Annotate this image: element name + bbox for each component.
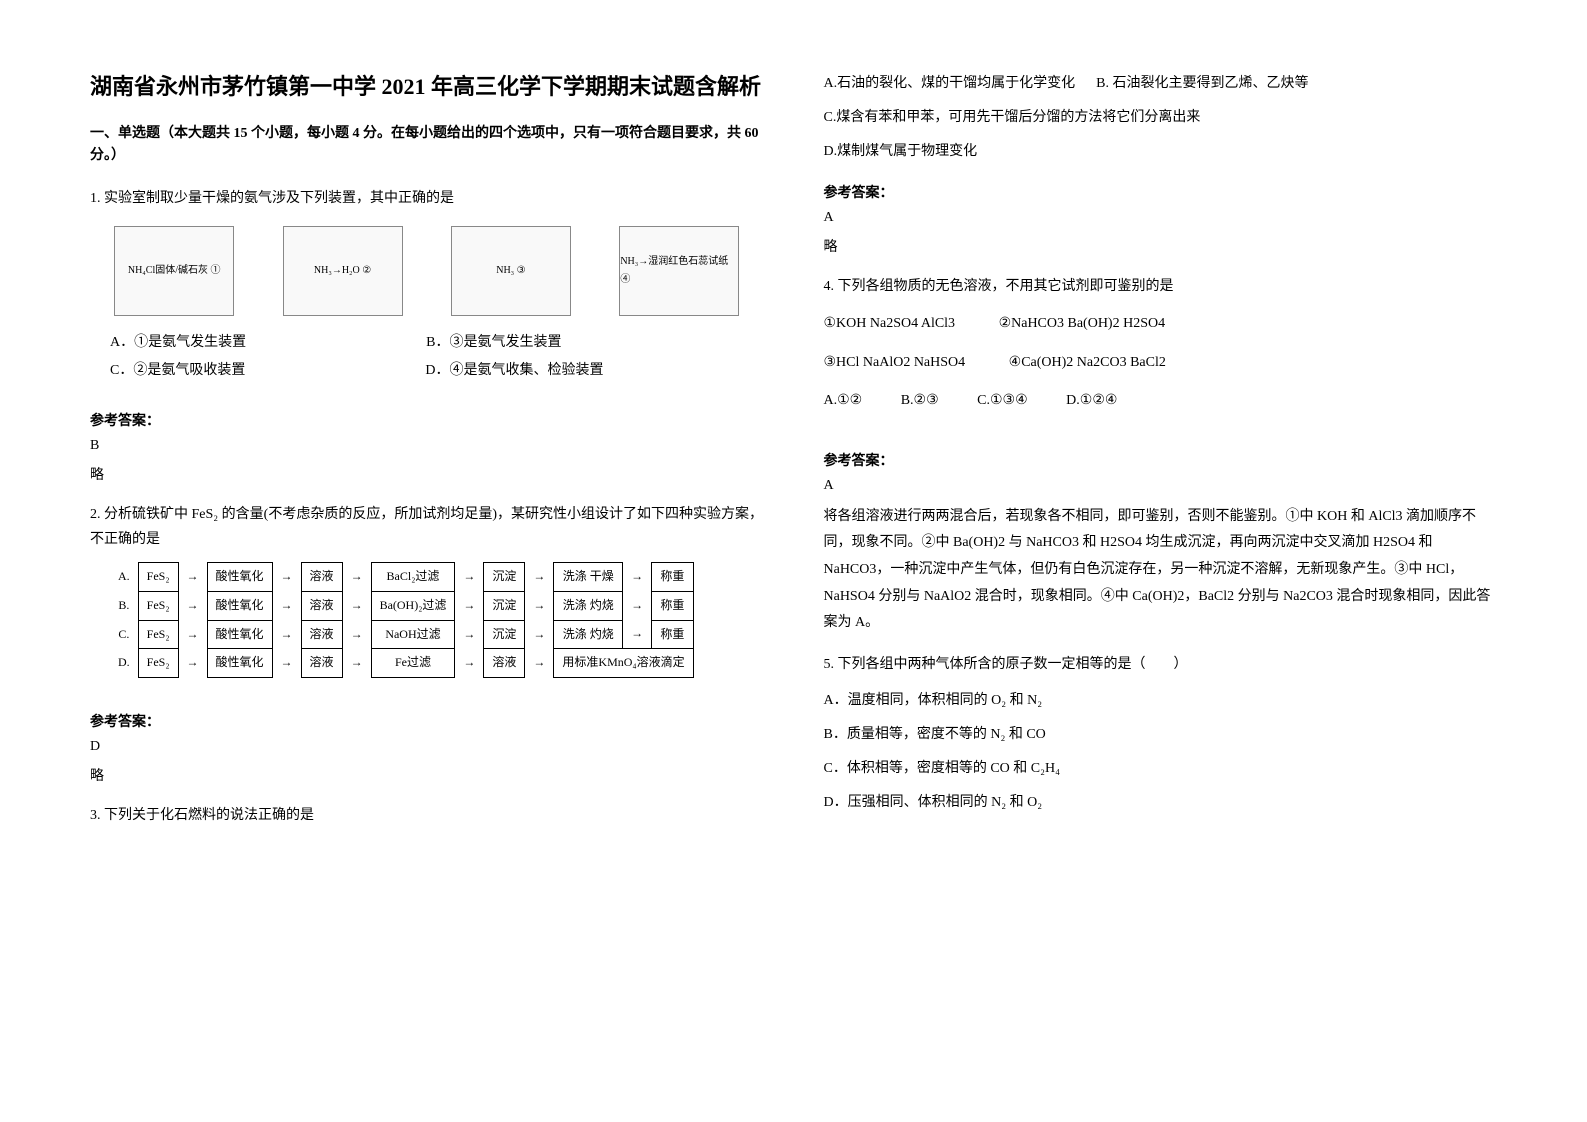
q2-note: 略 [90,765,764,785]
q3-note: 略 [824,236,1498,256]
q3-option-b: B. 石油裂化主要得到乙烯、乙炔等 [1096,76,1308,91]
q1-diagram-3: NH₃ ③ [451,226,571,316]
q3-option-c: C.煤含有苯和甲苯，可用先干馏后分馏的方法将它们分离出来 [824,104,1498,132]
q3-answer: A [824,210,1498,226]
q2-answer-label: 参考答案： [90,711,764,731]
q4-answer: A [824,478,1498,494]
q1-diagram-4: NH₃→湿润红色石蕊试纸 ④ [619,226,739,316]
q2-text: 2. 分析硫铁矿中 FeS₂ 的含量(不考虑杂质的反应，所加试剂均足量)，某研究… [90,502,764,552]
scheme-row-b: B. FeS₂ → 酸性氧化 → 溶液 → Ba(OH)₂过滤 → 沉淀 → 洗… [110,591,693,620]
q1-option-d: D．④是氨气收集、检验装置 [425,357,603,385]
q4-group-4: ④Ca(OH)2 Na2CO3 BaCl2 [1009,355,1166,370]
q1-option-c: C．②是氨气吸收装置 [110,357,245,385]
q4-group-2: ②NaHCO3 Ba(OH)2 H2SO4 [999,316,1166,331]
q1-text: 1. 实验室制取少量干燥的氨气涉及下列装置，其中正确的是 [90,186,764,211]
q1-option-a: A．①是氨气发生装置 [110,329,246,357]
q3-option-a: A.石油的裂化、煤的干馏均属于化学变化 [824,76,1076,91]
q4-answer-label: 参考答案： [824,450,1498,470]
q4-group-3: ③HCl NaAlO2 NaHSO4 [824,355,966,370]
q1-diagram-2: NH₃→H₂O ② [283,226,403,316]
scheme-row-a: A. FeS₂ → 酸性氧化 → 溶液 → BaCl₂过滤 → 沉淀 → 洗涤 … [110,563,693,592]
q3-answer-label: 参考答案： [824,182,1498,202]
q5-option-d: D．压强相同、体积相同的 N₂ 和 O₂ [824,789,1498,817]
q4-group-1: ①KOH Na2SO4 AlCl3 [824,316,956,331]
question-3-stem: 3. 下列关于化石燃料的说法正确的是 [90,803,764,838]
q4-option-b: B.②③ [901,393,939,408]
q4-option-a: A.①② [824,393,863,408]
q5-option-b: B．质量相等，密度不等的 N₂ 和 CO [824,721,1498,749]
right-column: A.石油的裂化、煤的干馏均属于化学变化 B. 石油裂化主要得到乙烯、乙炔等 C.… [824,70,1498,1052]
q4-option-d: D.①②④ [1066,393,1117,408]
scheme-row-d: D. FeS₂ → 酸性氧化 → 溶液 → Fe过滤 → 溶液 → 用标准KMn… [110,649,693,678]
document-title: 湖南省永州市茅竹镇第一中学 2021 年高三化学下学期期末试题含解析 [90,70,764,103]
q1-diagram-row: NH₄Cl固体/碱石灰 ① NH₃→H₂O ② NH₃ ③ NH₃→湿润红色石蕊… [90,221,764,321]
q1-diagram-1: NH₄Cl固体/碱石灰 ① [114,226,234,316]
q1-answer-label: 参考答案： [90,410,764,430]
q4-text: 4. 下列各组物质的无色溶液，不用其它试剂即可鉴别的是 [824,274,1498,299]
q2-answer: D [90,739,764,755]
q5-option-c: C．体积相等，密度相等的 CO 和 C₂H₄ [824,755,1498,783]
q1-note: 略 [90,464,764,484]
scheme-row-c: C. FeS₂ → 酸性氧化 → 溶液 → NaOH过滤 → 沉淀 → 洗涤 灼… [110,620,693,649]
question-1: 1. 实验室制取少量干燥的氨气涉及下列装置，其中正确的是 NH₄Cl固体/碱石灰… [90,186,764,385]
q1-answer: B [90,438,764,454]
q1-option-b: B．③是氨气发生装置 [426,329,561,357]
q4-option-c: C.①③④ [977,393,1028,408]
question-5: 5. 下列各组中两种气体所含的原子数一定相等的是（ ） A．温度相同，体积相同的… [824,652,1498,823]
q3-option-d: D.煤制煤气属于物理变化 [824,138,1498,166]
left-column: 湖南省永州市茅竹镇第一中学 2021 年高三化学下学期期末试题含解析 一、单选题… [90,70,764,1052]
q4-explanation: 将各组溶液进行两两混合后，若现象各不相同，即可鉴别，否则不能鉴别。①中 KOH … [824,504,1498,637]
question-4: 4. 下列各组物质的无色溶液，不用其它试剂即可鉴别的是 ①KOH Na2SO4 … [824,274,1498,425]
q3-text: 3. 下列关于化石燃料的说法正确的是 [90,803,764,828]
q2-scheme-table: A. FeS₂ → 酸性氧化 → 溶液 → BaCl₂过滤 → 沉淀 → 洗涤 … [110,562,694,677]
q5-text: 5. 下列各组中两种气体所含的原子数一定相等的是（ ） [824,652,1498,677]
section-instructions: 一、单选题（本大题共 15 个小题，每小题 4 分。在每小题给出的四个选项中，只… [90,123,764,168]
q5-option-a: A．温度相同，体积相同的 O₂ 和 N₂ [824,687,1498,715]
question-2: 2. 分析硫铁矿中 FeS₂ 的含量(不考虑杂质的反应，所加试剂均足量)，某研究… [90,502,764,686]
